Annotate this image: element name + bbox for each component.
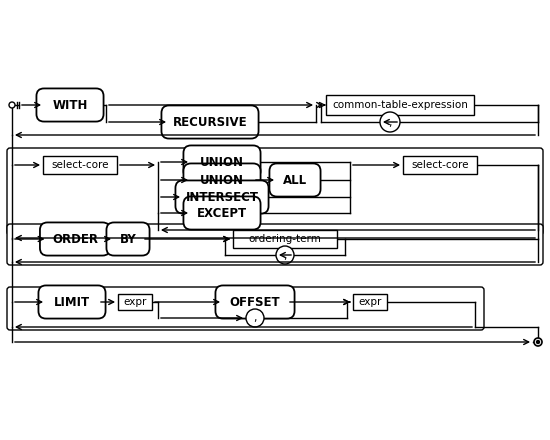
FancyBboxPatch shape bbox=[270, 163, 321, 197]
Circle shape bbox=[536, 341, 540, 344]
Text: EXCEPT: EXCEPT bbox=[197, 206, 247, 220]
Text: BY: BY bbox=[120, 232, 136, 246]
Text: INTERSECT: INTERSECT bbox=[185, 191, 258, 203]
FancyBboxPatch shape bbox=[39, 286, 106, 319]
Circle shape bbox=[534, 338, 542, 346]
FancyBboxPatch shape bbox=[7, 224, 543, 265]
Bar bbox=[326, 95, 474, 115]
FancyBboxPatch shape bbox=[7, 148, 543, 235]
Text: ordering-term: ordering-term bbox=[249, 234, 321, 244]
Text: expr: expr bbox=[358, 297, 382, 307]
Text: ,: , bbox=[253, 313, 257, 323]
FancyBboxPatch shape bbox=[184, 163, 261, 197]
Text: select-core: select-core bbox=[411, 160, 469, 170]
Circle shape bbox=[380, 112, 400, 132]
Text: WITH: WITH bbox=[52, 99, 87, 111]
FancyBboxPatch shape bbox=[184, 146, 261, 179]
FancyBboxPatch shape bbox=[36, 88, 103, 121]
Text: UNION: UNION bbox=[200, 155, 244, 169]
FancyBboxPatch shape bbox=[7, 287, 484, 330]
Bar bbox=[118, 294, 152, 310]
Text: expr: expr bbox=[123, 297, 147, 307]
Text: ,: , bbox=[283, 250, 287, 260]
FancyBboxPatch shape bbox=[184, 196, 261, 230]
FancyBboxPatch shape bbox=[162, 106, 258, 139]
FancyBboxPatch shape bbox=[40, 223, 110, 256]
Bar bbox=[233, 230, 337, 248]
Text: ALL: ALL bbox=[283, 173, 307, 187]
Text: OFFSET: OFFSET bbox=[230, 296, 280, 308]
FancyBboxPatch shape bbox=[216, 286, 295, 319]
Text: LIMIT: LIMIT bbox=[54, 296, 90, 308]
Text: ORDER: ORDER bbox=[52, 232, 98, 246]
Bar bbox=[403, 156, 477, 174]
Text: UNION: UNION bbox=[200, 173, 244, 187]
FancyBboxPatch shape bbox=[107, 223, 150, 256]
Circle shape bbox=[9, 102, 15, 108]
Text: RECURSIVE: RECURSIVE bbox=[173, 116, 248, 128]
Text: common-table-expression: common-table-expression bbox=[332, 100, 468, 110]
Bar bbox=[43, 156, 117, 174]
Circle shape bbox=[276, 246, 294, 264]
FancyBboxPatch shape bbox=[175, 180, 268, 213]
Text: select-core: select-core bbox=[51, 160, 109, 170]
Circle shape bbox=[246, 309, 264, 327]
Text: ,: , bbox=[388, 117, 392, 128]
Bar bbox=[353, 294, 387, 310]
